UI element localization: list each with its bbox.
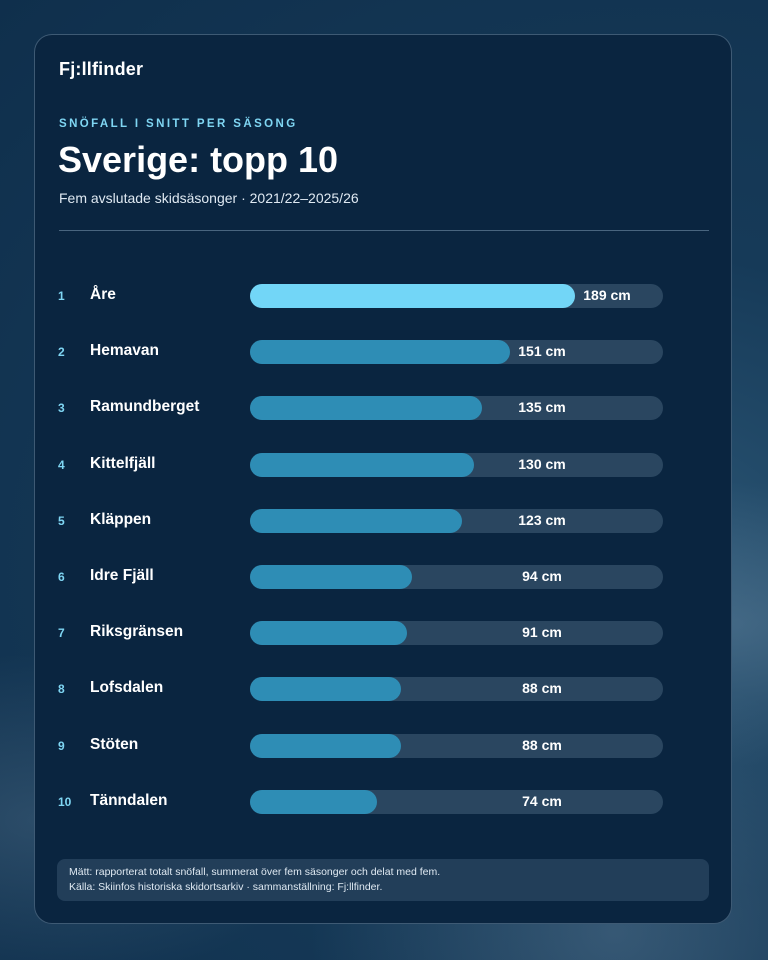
- chart-row: 10 Tänndalen 74 cm: [35, 790, 731, 814]
- snowfall-bar-chart: 1 Åre 189 cm 2 Hemavan 151 cm 3 Ramundberget 135…: [35, 35, 731, 923]
- bar: [250, 453, 474, 477]
- bar-track: 130 cm: [250, 453, 663, 477]
- value-label: 189 cm: [583, 287, 631, 303]
- rank-label: 2: [58, 345, 65, 359]
- eyebrow-label: SNÖFALL I SNITT PER SÄSONG: [59, 118, 298, 130]
- value-label: 94 cm: [522, 568, 562, 584]
- bar: [250, 396, 482, 420]
- chart-row: 8 Lofsdalen 88 cm: [35, 677, 731, 701]
- resort-label: Kittelfjäll: [90, 455, 156, 472]
- bar: [250, 621, 407, 645]
- bar: [250, 677, 401, 701]
- bar: [250, 790, 377, 814]
- bar-track: 151 cm: [250, 340, 663, 364]
- rank-label: 5: [58, 514, 65, 528]
- resort-label: Åre: [90, 286, 116, 303]
- value-label: 151 cm: [518, 343, 566, 359]
- footnote-method: Mätt: rapporterat totalt snöfall, summer…: [69, 866, 441, 878]
- chart-row: 9 Stöten 88 cm: [35, 734, 731, 758]
- bar: [250, 565, 412, 589]
- resort-label: Riksgränsen: [90, 623, 184, 640]
- bar-track: 123 cm: [250, 509, 663, 533]
- value-label: 88 cm: [522, 680, 562, 696]
- rank-label: 7: [58, 626, 65, 640]
- rank-label: 4: [58, 458, 65, 472]
- chart-row: 3 Ramundberget 135 cm: [35, 396, 731, 420]
- page-title: Sverige: topp 10: [58, 139, 339, 180]
- bar-track: 74 cm: [250, 790, 663, 814]
- footnote-box: Mätt: rapporterat totalt snöfall, summer…: [57, 859, 709, 901]
- bar-track: 189 cm: [250, 284, 663, 308]
- value-label: 74 cm: [522, 793, 562, 809]
- value-label: 135 cm: [518, 399, 566, 415]
- rank-label: 6: [58, 570, 65, 584]
- bar: [250, 340, 510, 364]
- rank-label: 9: [58, 739, 65, 753]
- bar-track: 88 cm: [250, 677, 663, 701]
- value-label: 88 cm: [522, 737, 562, 753]
- bar-track: 135 cm: [250, 396, 663, 420]
- chart-row: 2 Hemavan 151 cm: [35, 340, 731, 364]
- value-label: 130 cm: [518, 456, 566, 472]
- chart-row: 7 Riksgränsen 91 cm: [35, 621, 731, 645]
- rank-label: 1: [58, 289, 65, 303]
- chart-row: 6 Idre Fjäll 94 cm: [35, 565, 731, 589]
- bar: [250, 734, 401, 758]
- value-label: 123 cm: [518, 512, 566, 528]
- divider: [59, 230, 709, 231]
- brand-logo: Fj:llfinder: [59, 59, 144, 79]
- ranking-card: Fj:llfinder SNÖFALL I SNITT PER SÄSONG S…: [34, 34, 732, 924]
- resort-label: Stöten: [90, 736, 139, 753]
- value-label: 91 cm: [522, 624, 562, 640]
- bar: [250, 509, 462, 533]
- rank-label: 8: [58, 682, 65, 696]
- resort-label: Ramundberget: [90, 398, 200, 415]
- resort-label: Lofsdalen: [90, 679, 164, 696]
- bar-track: 94 cm: [250, 565, 663, 589]
- resort-label: Kläppen: [90, 511, 152, 528]
- resort-label: Idre Fjäll: [90, 567, 154, 584]
- subtitle: Fem avslutade skidsäsonger · 2021/22–202…: [59, 190, 359, 206]
- chart-row: 1 Åre 189 cm: [35, 284, 731, 308]
- rank-label: 3: [58, 401, 65, 415]
- resort-label: Hemavan: [90, 342, 159, 359]
- bar-track: 88 cm: [250, 734, 663, 758]
- bar: [250, 284, 575, 308]
- chart-row: 4 Kittelfjäll 130 cm: [35, 453, 731, 477]
- resort-label: Tänndalen: [90, 792, 168, 809]
- rank-label: 10: [58, 795, 72, 809]
- chart-row: 5 Kläppen 123 cm: [35, 509, 731, 533]
- bar-track: 91 cm: [250, 621, 663, 645]
- footnote-source: Källa: Skiinfos historiska skidortsarkiv…: [69, 881, 383, 893]
